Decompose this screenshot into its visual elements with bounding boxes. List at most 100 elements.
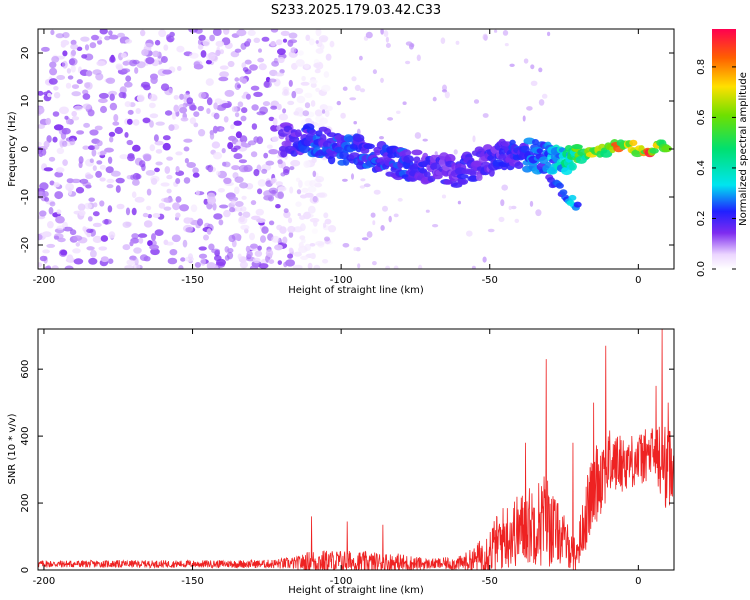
noise-blob [393,265,399,269]
noise-blob [172,202,181,211]
ridge-blob [569,162,577,171]
noise-blob [291,62,298,70]
noise-blob [342,178,348,182]
noise-blob [96,160,103,165]
noise-blob [48,78,58,85]
noise-blob [294,87,304,95]
noise-blob [318,192,328,198]
noise-blob [253,169,260,177]
noise-blob [198,91,207,99]
noise-blob [59,106,69,115]
noise-blob [183,217,192,224]
noise-blob [100,105,107,114]
noise-blob [109,56,116,63]
noise-blob [277,159,283,165]
noise-blob [38,146,43,154]
noise-blob [260,235,266,243]
noise-blob [99,29,108,35]
noise-blob [301,187,309,193]
noise-blob [442,84,447,92]
noise-blob [314,182,323,188]
noise-blob [62,31,70,39]
noise-blob [71,178,81,184]
noise-blob [234,82,241,90]
noise-blob [288,231,294,238]
ridge-blob [629,139,638,147]
y-tick-label: 400 [20,427,31,446]
ridge-blob [309,129,317,135]
noise-blob [304,63,310,69]
noise-blob [193,63,204,70]
noise-blob [192,167,199,174]
noise-blob [288,32,298,39]
noise-blob [324,218,332,225]
noise-blob [136,94,145,103]
noise-blob [67,75,74,80]
noise-blob [208,243,215,251]
noise-blob [71,110,77,117]
noise-blob [342,243,350,248]
noise-blob [179,93,185,100]
noise-blob [251,123,258,130]
colorbar-label: Normalized spectral amplitude [738,72,749,226]
noise-blob [287,100,295,106]
noise-blob [370,212,376,218]
noise-blob [230,200,237,205]
ridge-blob [544,161,552,169]
noise-blob [73,105,83,111]
noise-blob [361,237,369,241]
noise-blob [42,191,49,198]
noise-blob [175,178,181,184]
noise-blob [139,160,146,168]
noise-blob [385,36,389,43]
noise-blob [218,219,224,226]
noise-blob [457,200,461,205]
snr-x-axis-label: Height of straight line (km) [288,585,424,596]
ridge-blob [401,149,412,157]
noise-blob [64,265,74,269]
noise-blob [239,261,248,269]
noise-blob [71,116,80,121]
noise-blob [149,102,156,109]
noise-blob [253,37,261,43]
noise-blob [192,172,200,178]
noise-blob [49,67,58,76]
noise-blob [315,87,320,92]
noise-blob [76,79,83,85]
noise-blob [298,180,303,188]
noise-blob [351,76,357,82]
noise-blob [117,32,125,38]
noise-blob [207,164,214,173]
colorbar-tick-label: 0.6 [696,109,707,125]
noise-blob [132,144,141,152]
noise-blob [51,265,59,269]
noise-blob [314,109,323,117]
noise-blob [186,162,196,168]
noise-blob [310,100,316,107]
noise-blob [124,39,133,44]
noise-blob [212,202,217,211]
noise-blob [241,141,247,147]
noise-blob [233,120,242,126]
noise-blob [183,138,193,143]
noise-blob [299,194,308,199]
noise-blob [396,110,401,115]
ridge-blob [661,145,672,153]
noise-blob [151,233,156,241]
spectrogram-x-axis-label: Height of straight line (km) [288,285,424,296]
noise-blob [217,188,225,193]
noise-blob [318,122,324,127]
noise-blob [270,105,278,110]
noise-blob [66,254,74,262]
noise-blob [84,202,92,210]
noise-blob [110,170,121,177]
noise-blob [96,140,103,147]
noise-blob [233,153,243,160]
noise-blob [234,186,240,195]
noise-blob [471,265,476,269]
noise-blob [43,167,54,172]
noise-blob [48,207,54,215]
noise-blob [131,233,139,239]
noise-blob [305,117,312,123]
